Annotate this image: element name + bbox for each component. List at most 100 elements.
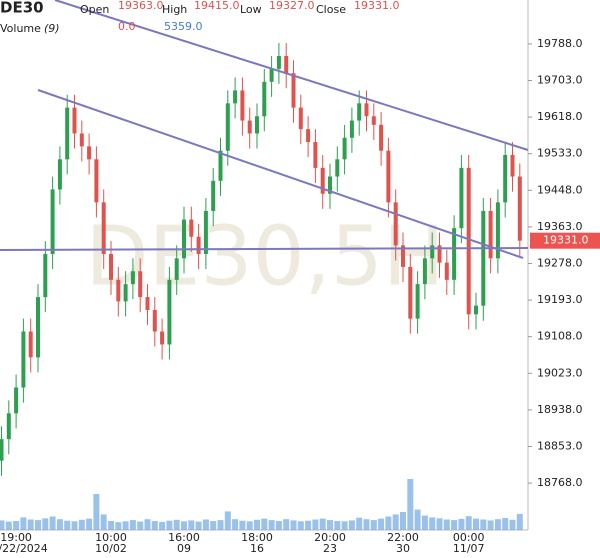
candle-body xyxy=(14,387,19,414)
volume-bar xyxy=(356,517,363,530)
candle-body xyxy=(379,124,384,151)
candle-body xyxy=(43,254,48,298)
x-tick-label: 20:00 xyxy=(314,531,346,544)
candle-body xyxy=(87,146,92,160)
volume-bar xyxy=(516,513,523,530)
candle-body xyxy=(349,120,354,138)
volume-bar xyxy=(421,515,428,530)
candle-body xyxy=(430,245,435,259)
candle-body xyxy=(401,245,405,267)
header-value: 19327.0 xyxy=(269,0,315,12)
volume-bar xyxy=(290,520,297,530)
candle-body xyxy=(6,413,11,440)
candle-body xyxy=(225,103,230,151)
candle-body xyxy=(211,180,216,211)
candle-body xyxy=(262,81,267,117)
header-value: 19415.0 xyxy=(194,0,240,12)
candle-body xyxy=(138,271,143,298)
trend-line xyxy=(37,89,524,259)
y-tick-label: 18853.0 xyxy=(537,439,583,452)
x-tick-label: 10:00 xyxy=(95,531,127,544)
volume-bar xyxy=(305,520,312,530)
volume-bar xyxy=(78,519,85,530)
volume-label: Volume xyxy=(0,22,41,35)
volume-bar xyxy=(283,519,290,530)
candle-body xyxy=(167,279,172,345)
x-tick-label: 00:00 xyxy=(453,531,485,544)
volume-bar xyxy=(502,518,509,530)
candle-body xyxy=(79,133,84,147)
volume-bar xyxy=(465,516,472,530)
candle-body xyxy=(342,137,347,160)
candle-body xyxy=(57,159,62,190)
volume-bar xyxy=(151,521,158,530)
volume-bar xyxy=(378,518,385,530)
volume-bar xyxy=(246,521,253,530)
x-tick-label: 19:00 xyxy=(0,531,32,544)
candle-body xyxy=(510,154,515,177)
volume-bar xyxy=(93,494,100,530)
volume-bar xyxy=(42,518,49,530)
volume-bar xyxy=(129,520,136,530)
candle-body xyxy=(123,284,128,302)
volume-bar xyxy=(363,519,370,530)
y-tick-label: 19703.0 xyxy=(537,74,583,87)
candle-body xyxy=(291,73,296,108)
candle-body xyxy=(298,107,303,130)
candle-body xyxy=(145,297,150,310)
candle-body xyxy=(0,439,4,461)
candle-body xyxy=(393,202,398,246)
candle-body xyxy=(320,167,325,194)
volume-bar xyxy=(385,516,392,530)
candle-body xyxy=(503,154,508,203)
last-price-label: 19331.0 xyxy=(543,234,589,247)
volume-bar xyxy=(443,519,450,530)
volume-bar xyxy=(348,520,355,530)
trend-line xyxy=(54,0,529,151)
volume-value: 5359.0 xyxy=(164,20,203,33)
horizontal-line xyxy=(0,247,529,251)
volume-bar xyxy=(487,520,494,530)
candle-body xyxy=(218,150,223,181)
volume-bar xyxy=(71,521,78,530)
volume-bar xyxy=(334,521,341,530)
volume-bar xyxy=(35,520,41,530)
symbol: DE30 xyxy=(0,0,44,17)
candle-body xyxy=(386,150,391,203)
header-label: Open xyxy=(80,3,109,16)
volume-bar xyxy=(181,521,187,530)
candle-body xyxy=(415,284,420,319)
x-tick-sublabel: 16 xyxy=(250,542,264,555)
candle-body xyxy=(233,90,238,104)
candle-body xyxy=(94,159,99,203)
volume-bar xyxy=(0,520,5,530)
candle-body xyxy=(422,258,427,285)
candle-body xyxy=(284,55,289,74)
volume-bar xyxy=(436,518,443,530)
x-tick-sublabel: 10/02 xyxy=(95,542,127,555)
candle-body xyxy=(152,309,157,332)
volume-bar xyxy=(473,518,479,530)
x-tick-label: 18:00 xyxy=(241,531,273,544)
volume-bar xyxy=(254,519,260,530)
candle-body xyxy=(444,262,449,280)
candle-body xyxy=(130,271,135,285)
volume-bar xyxy=(20,517,27,530)
header-label: Low xyxy=(240,3,262,16)
candle-body xyxy=(182,219,186,259)
volume-bar xyxy=(210,521,217,530)
candle-body xyxy=(466,167,471,315)
candle-body xyxy=(50,189,55,255)
y-tick-label: 19363.0 xyxy=(537,220,583,233)
y-tick-label: 19533.0 xyxy=(537,147,583,160)
volume-bar xyxy=(166,520,173,530)
volume-bar xyxy=(5,521,12,530)
candle-body xyxy=(160,331,165,345)
candle-body xyxy=(189,219,194,237)
y-tick-label: 19108.0 xyxy=(537,330,583,343)
volume-bar xyxy=(312,519,319,530)
candle-body xyxy=(481,210,486,306)
candle-body xyxy=(21,331,26,388)
candle-body xyxy=(28,331,33,358)
